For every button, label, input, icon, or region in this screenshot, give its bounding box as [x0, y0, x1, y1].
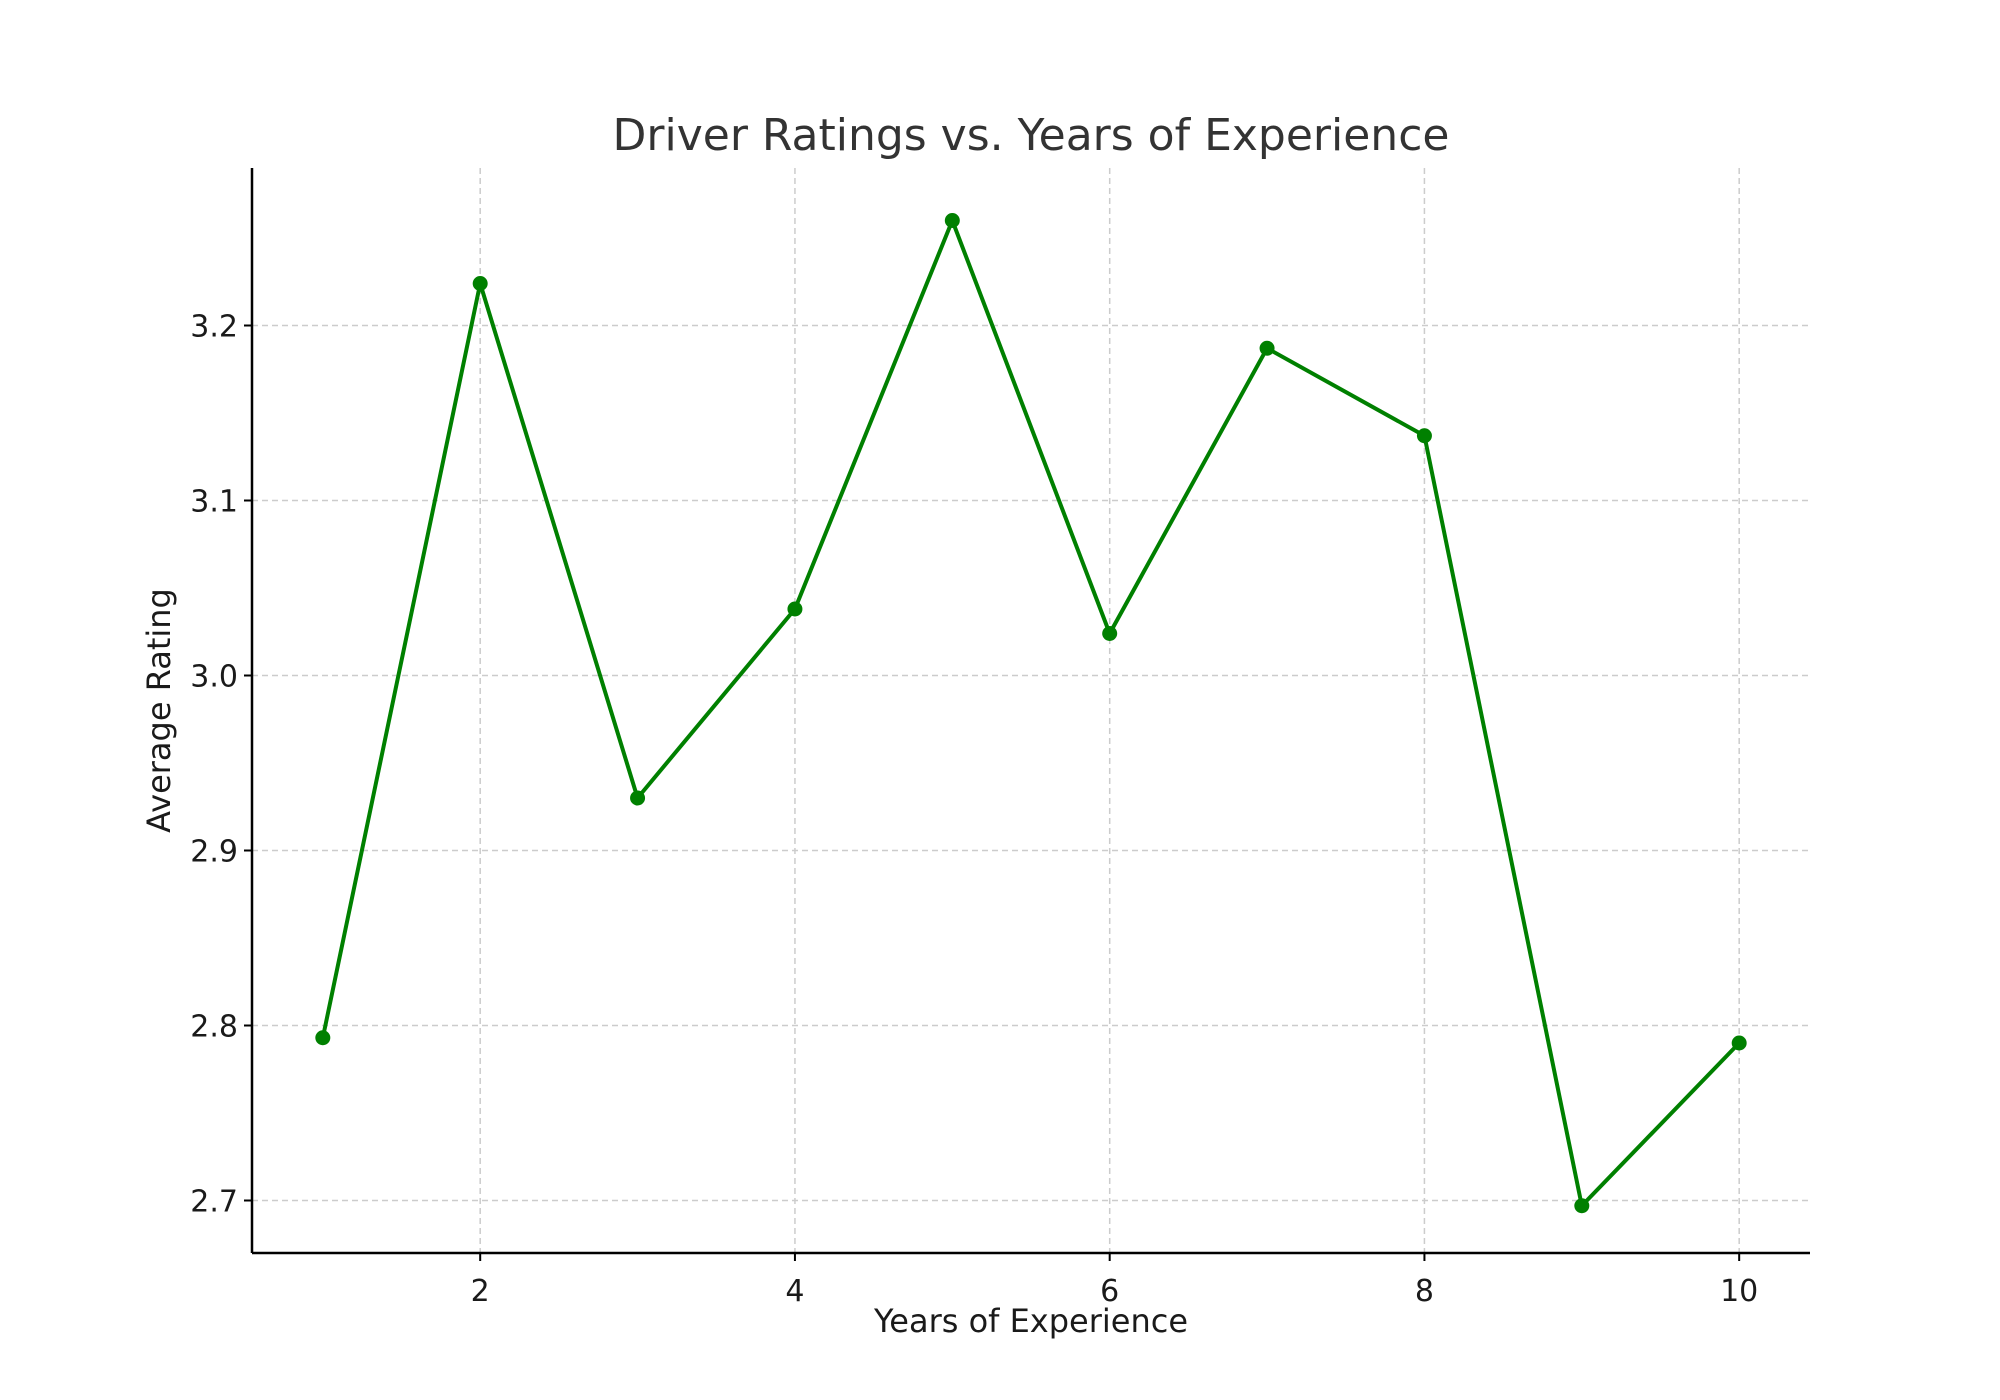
data-point	[787, 601, 803, 617]
y-tick-label: 2.9	[190, 835, 238, 870]
data-point	[630, 790, 646, 806]
y-tick-label: 3.2	[190, 310, 238, 345]
x-tick-label: 6	[1100, 1274, 1119, 1309]
grid-lines	[252, 168, 1810, 1253]
series-layer	[315, 213, 1747, 1214]
x-tick-label: 10	[1720, 1274, 1758, 1309]
x-tick-label: 8	[1415, 1274, 1434, 1309]
y-axis-label: Average Rating	[140, 588, 178, 833]
data-point	[944, 213, 960, 228]
y-tick-label: 3.1	[190, 485, 238, 520]
y-tick-label: 2.7	[190, 1185, 238, 1220]
x-axis-label: Years of Experience	[873, 1302, 1188, 1340]
x-tick-label: 4	[785, 1274, 804, 1309]
y-tick-label: 2.8	[190, 1010, 238, 1045]
chart-title: Driver Ratings vs. Years of Experience	[613, 110, 1450, 161]
y-tick-label: 3.0	[190, 660, 238, 695]
data-point	[1102, 626, 1118, 641]
axis-ticks	[244, 324, 1741, 1261]
data-point	[1259, 340, 1275, 356]
data-point	[1574, 1198, 1590, 1214]
data-point	[1731, 1035, 1747, 1051]
series-line	[320, 218, 1741, 1208]
data-point	[1416, 428, 1432, 444]
data-point	[472, 276, 488, 291]
data-point	[315, 1030, 331, 1046]
x-tick-label: 2	[471, 1274, 490, 1309]
